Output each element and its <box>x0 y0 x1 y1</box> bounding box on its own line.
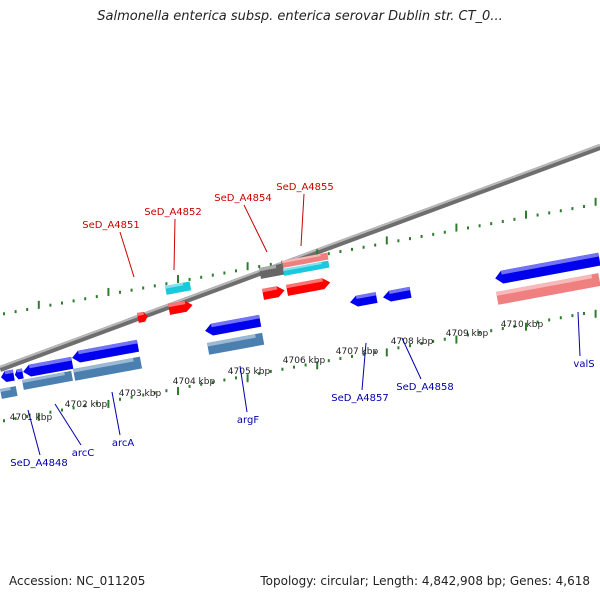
cyan-feature-body <box>165 281 192 295</box>
forward-gene-arrow-highlight <box>168 300 186 308</box>
kbp-label: 4706 kbp <box>283 356 326 366</box>
gene-label-leader <box>239 365 248 413</box>
gene-label-sed_a4857[interactable]: SeD_A4857 <box>331 393 389 404</box>
gray-feature-highlight <box>259 264 277 272</box>
gene-label-leader <box>119 231 135 278</box>
reverse-gene-arrow-highlight <box>500 252 599 275</box>
reverse-gene-arrow-highlight <box>4 369 14 375</box>
cyan-feature[interactable] <box>165 281 192 295</box>
forward-gene-arrow[interactable] <box>286 277 331 296</box>
gene-label-arcc[interactable]: arcC <box>72 448 95 459</box>
kbp-label: 4709 kbp <box>446 329 489 339</box>
gene-label-leader <box>361 342 367 391</box>
forward-gene-arrow[interactable] <box>262 285 286 300</box>
genome-backbone-highlight <box>0 144 600 368</box>
forward-gene-arrow-highlight <box>137 311 144 316</box>
gene-label-leader <box>111 391 121 436</box>
reverse-gene-arrow[interactable] <box>71 339 140 364</box>
gene-label-sed_a4855[interactable]: SeD_A4855 <box>276 182 334 193</box>
reverse-gene-arrow-highlight <box>210 314 260 328</box>
kbp-label: 4701 kbp <box>10 413 53 423</box>
steelblue-feature-highlight <box>0 387 11 392</box>
gene-label-leader <box>243 204 268 253</box>
kbp-label: 4708 kbp <box>391 337 434 347</box>
reverse-gene-arrow-highlight <box>28 356 72 369</box>
forward-gene-arrow[interactable] <box>168 300 194 315</box>
reverse-gene-arrow[interactable] <box>494 252 600 285</box>
reverse-gene-arrow[interactable] <box>382 286 412 303</box>
reverse-gene-arrow[interactable] <box>14 368 24 380</box>
kbp-label: 4703 kbp <box>119 389 162 399</box>
kbp-label: 4707 kbp <box>336 347 379 357</box>
steelblue-feature[interactable] <box>207 332 265 355</box>
gene-label-leader <box>401 337 422 380</box>
forward-gene-arrow-highlight <box>262 286 278 293</box>
reverse-gene-arrow[interactable] <box>204 314 262 337</box>
gene-label-leader <box>27 409 41 456</box>
reverse-gene-arrow[interactable] <box>349 292 378 308</box>
gene-label-sed_a4854[interactable]: SeD_A4854 <box>214 193 272 204</box>
reverse-gene-arrow-highlight <box>16 368 23 373</box>
steelblue-feature-highlight <box>207 334 256 347</box>
steelblue-feature-highlight <box>73 357 134 373</box>
gene-label-sed_a4851[interactable]: SeD_A4851 <box>82 220 140 231</box>
salmon-feature[interactable] <box>495 273 600 305</box>
cyan-feature-highlight <box>283 261 322 272</box>
cyan-feature[interactable] <box>283 260 330 276</box>
steelblue-feature[interactable] <box>22 370 73 390</box>
kbp-label: 4702 kbp <box>65 400 108 410</box>
gene-label-leader <box>54 403 82 446</box>
forward-gene-arrow-body <box>286 278 331 296</box>
gene-label-argf[interactable]: argF <box>237 415 259 426</box>
kbp-label: 4705 kbp <box>228 367 271 377</box>
gene-label-leader <box>173 218 176 271</box>
steelblue-feature[interactable] <box>0 386 18 399</box>
salmon-feature[interactable] <box>282 252 329 268</box>
kbp-label: 4704 kbp <box>173 377 216 387</box>
reverse-gene-arrow[interactable] <box>0 369 15 383</box>
genome-title: Salmonella enterica subsp. enterica sero… <box>97 9 503 24</box>
accession-text: Accession: NC_011205 <box>9 574 146 588</box>
forward-gene-arrow-highlight <box>286 278 323 289</box>
gene-label-vals[interactable]: valS <box>573 359 594 370</box>
gene-label-leader <box>300 193 305 247</box>
gene-label-sed_a4852[interactable]: SeD_A4852 <box>144 207 202 218</box>
gene-label-sed_a4848[interactable]: SeD_A4848 <box>10 458 68 469</box>
salmon-feature-highlight <box>282 253 321 264</box>
salmon-feature-highlight <box>495 274 593 296</box>
reverse-gene-arrow-highlight <box>355 292 377 299</box>
kbp-label: 4710 kbp <box>501 320 544 330</box>
steelblue-feature-highlight <box>22 372 65 383</box>
gene-label-leader <box>577 311 581 357</box>
gene-label-arca[interactable]: arcA <box>112 438 135 449</box>
gene-label-sed_a4858[interactable]: SeD_A4858 <box>396 382 454 393</box>
forward-gene-arrow[interactable] <box>137 311 149 323</box>
cyan-feature-highlight <box>165 282 184 289</box>
genome-summary-text: Topology: circular; Length: 4,842,908 bp… <box>260 574 590 588</box>
reverse-gene-arrow-highlight <box>388 286 411 294</box>
reverse-gene-arrow-highlight <box>77 339 138 355</box>
steelblue-feature[interactable] <box>73 356 143 381</box>
gray-feature[interactable] <box>259 263 285 279</box>
reverse-gene-arrow[interactable] <box>22 356 74 378</box>
